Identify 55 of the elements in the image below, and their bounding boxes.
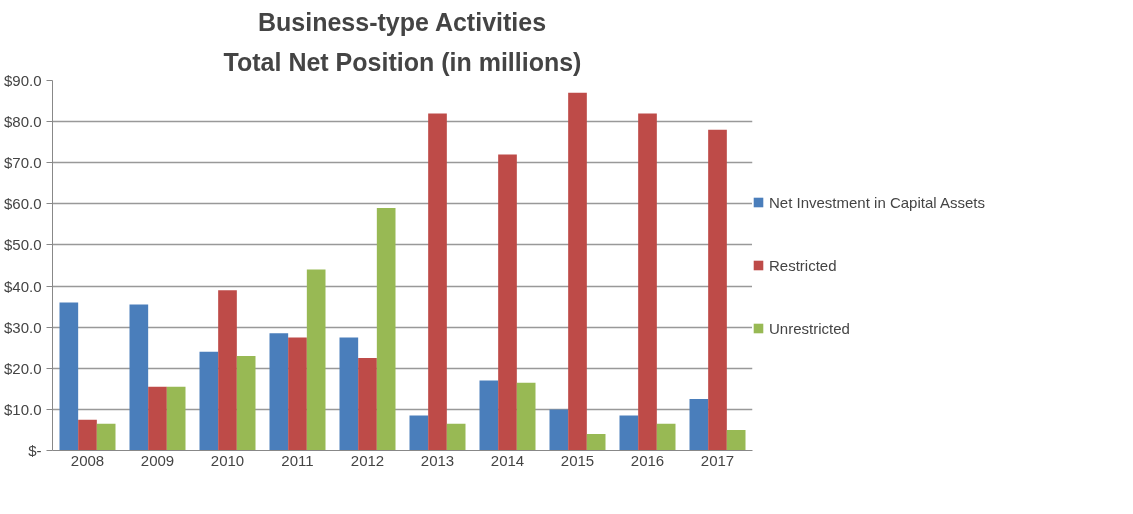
y-tick-label: $80.0 (3, 113, 42, 131)
y-tick-label: $40.0 (3, 277, 42, 295)
x-tick-label: 2016 (630, 451, 665, 469)
bar (549, 409, 569, 451)
bar (269, 333, 289, 451)
y-tick-label: $90.0 (3, 72, 42, 89)
bar (78, 419, 97, 451)
bar (726, 429, 746, 451)
chart-title: Business-type Activities (258, 7, 547, 36)
x-tick-label: 2014 (490, 451, 525, 469)
y-tick-label: $20.0 (3, 359, 42, 377)
y-tick-label: $50.0 (3, 236, 42, 254)
bar (59, 302, 79, 451)
x-tick-label: 2010 (210, 451, 245, 469)
bar (166, 386, 186, 451)
bar (236, 355, 256, 451)
legend-label: Restricted (769, 255, 837, 276)
x-tick-label: 2013 (420, 451, 455, 469)
bar (129, 304, 149, 451)
bar (96, 423, 116, 451)
bar (199, 351, 219, 451)
x-tick-label: 2011 (281, 451, 314, 469)
bar (479, 380, 499, 451)
bar (218, 290, 237, 451)
bar (446, 423, 466, 451)
bar (568, 92, 587, 451)
x-tick-label: 2008 (70, 451, 105, 469)
y-tick-label: $10.0 (3, 400, 42, 418)
bar (586, 434, 606, 451)
bar (708, 129, 727, 451)
y-tick-label: $30.0 (3, 318, 42, 336)
bar (428, 113, 447, 451)
x-tick-label: 2009 (140, 451, 175, 469)
bar (409, 415, 429, 451)
bar (638, 113, 657, 451)
y-tick-label: $60.0 (3, 195, 42, 213)
y-tick-label: $- (28, 442, 42, 459)
bar (619, 415, 639, 451)
bar (516, 382, 536, 451)
legend-label: Net Investment in Capital Assets (769, 192, 985, 213)
bar (339, 337, 359, 451)
bar (498, 154, 517, 451)
bar (358, 358, 377, 451)
x-tick-label: 2017 (700, 451, 735, 469)
bar (306, 269, 326, 451)
x-tick-label: 2012 (350, 451, 385, 469)
bar (689, 399, 709, 451)
y-tick-label: $70.0 (3, 154, 42, 172)
legend-label: Unrestricted (769, 318, 850, 339)
chart-subtitle: Total Net Position (in millions) (223, 47, 582, 76)
bar (288, 337, 307, 451)
bar (148, 386, 167, 451)
bar (656, 423, 676, 451)
x-tick-label: 2015 (560, 451, 595, 469)
bar (376, 207, 396, 451)
